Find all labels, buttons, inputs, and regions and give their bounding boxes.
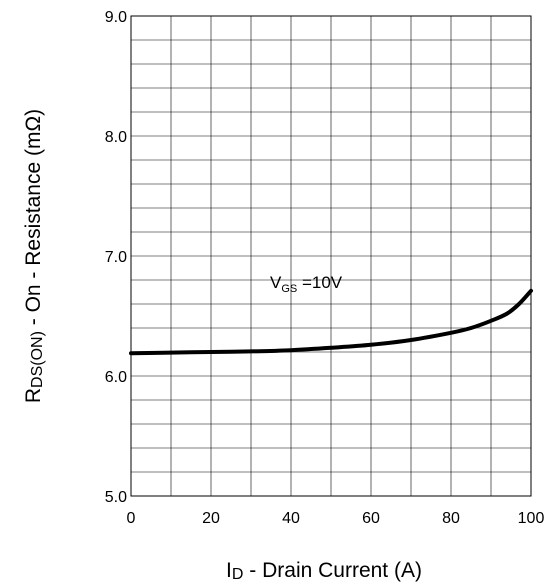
x-tick-label: 0 (127, 510, 136, 527)
series-line (129, 288, 533, 356)
y-tick-label: 7.0 (105, 249, 127, 266)
y-axis-title-rest: - On - Resistance (mΩ) (22, 109, 45, 331)
y-tick-label: 8.0 (105, 129, 127, 146)
x-tick-label: 40 (282, 510, 300, 527)
x-axis-title-rest: - Drain Current (A) (243, 559, 422, 582)
x-tick-label: 60 (362, 510, 380, 527)
y-axis-title-main: R (22, 388, 45, 403)
x-tick-label: 80 (442, 510, 460, 527)
vgs-annotation-rest: =10V (297, 273, 343, 292)
y-axis-title-sub: DS(ON) (29, 331, 46, 388)
y-axis-title: RDS(ON) - On - Resistance (mΩ) (22, 109, 46, 403)
y-tick-label: 5.0 (105, 489, 127, 506)
vgs-annotation: VGS =10V (270, 273, 343, 295)
plot-frame (130, 15, 532, 497)
y-tick-label: 9.0 (105, 9, 127, 26)
vgs-annotation-sub: GS (281, 283, 297, 295)
y-tick-label: 6.0 (105, 369, 127, 386)
grid (131, 16, 531, 496)
vgs-annotation-main: V (270, 273, 282, 292)
x-tick-label: 20 (202, 510, 220, 527)
x-tick-label: 100 (518, 510, 545, 527)
x-axis-title-main: I (226, 559, 232, 582)
tick-labels: 0 20 40 60 80 100 5.0 6.0 7.0 8.0 9.0 (105, 9, 545, 527)
x-axis-title-sub: D (232, 566, 244, 583)
x-axis-title: ID - Drain Current (A) (226, 559, 422, 583)
